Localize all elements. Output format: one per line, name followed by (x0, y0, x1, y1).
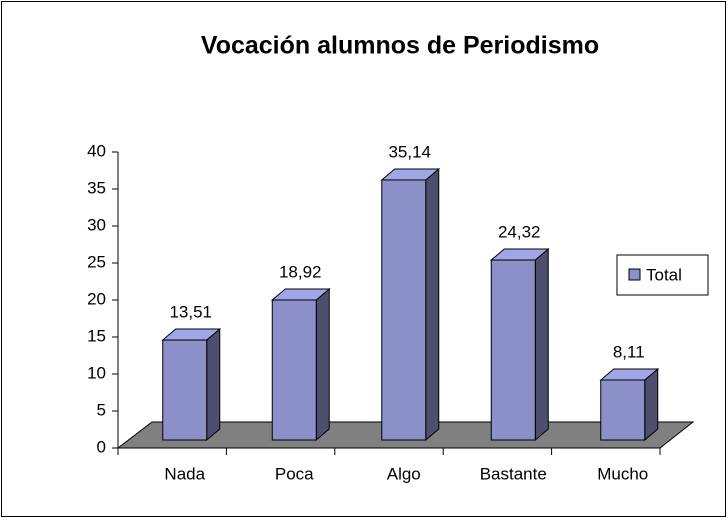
data-label: 13,51 (169, 303, 212, 322)
bar-side (206, 327, 221, 442)
x-tick-label: Mucho (597, 464, 648, 483)
y-tick-label: 25 (87, 252, 106, 271)
data-label: 18,92 (279, 262, 322, 281)
x-tick-label: Bastante (480, 464, 547, 483)
bar (490, 259, 536, 441)
y-tick-label: 0 (97, 437, 106, 456)
x-tick-label: Algo (387, 464, 421, 483)
bar (271, 299, 317, 441)
x-tick-label: Nada (164, 464, 205, 483)
data-label: 8,11 (613, 342, 645, 361)
bar-side (315, 287, 330, 442)
bar-side (644, 367, 659, 442)
chart-title: Vocación alumnos de Periodismo (201, 32, 599, 60)
legend-swatch (628, 268, 641, 281)
y-tick-label: 35 (87, 178, 106, 197)
x-tick-label: Poca (275, 464, 314, 483)
y-tick-label: 15 (87, 326, 106, 345)
y-tick-label: 20 (87, 289, 106, 308)
bar (381, 179, 427, 441)
y-tick-label: 10 (87, 363, 106, 382)
y-tick-label: 30 (87, 215, 106, 234)
bar-side (534, 247, 549, 442)
bar (600, 379, 646, 441)
data-label: 24,32 (498, 223, 541, 242)
legend-label: Total (646, 265, 682, 284)
bar (162, 339, 208, 441)
bar-side (425, 167, 440, 442)
y-tick-label: 40 (87, 141, 106, 160)
y-tick-label: 5 (97, 400, 106, 419)
data-label: 35,14 (388, 142, 431, 161)
